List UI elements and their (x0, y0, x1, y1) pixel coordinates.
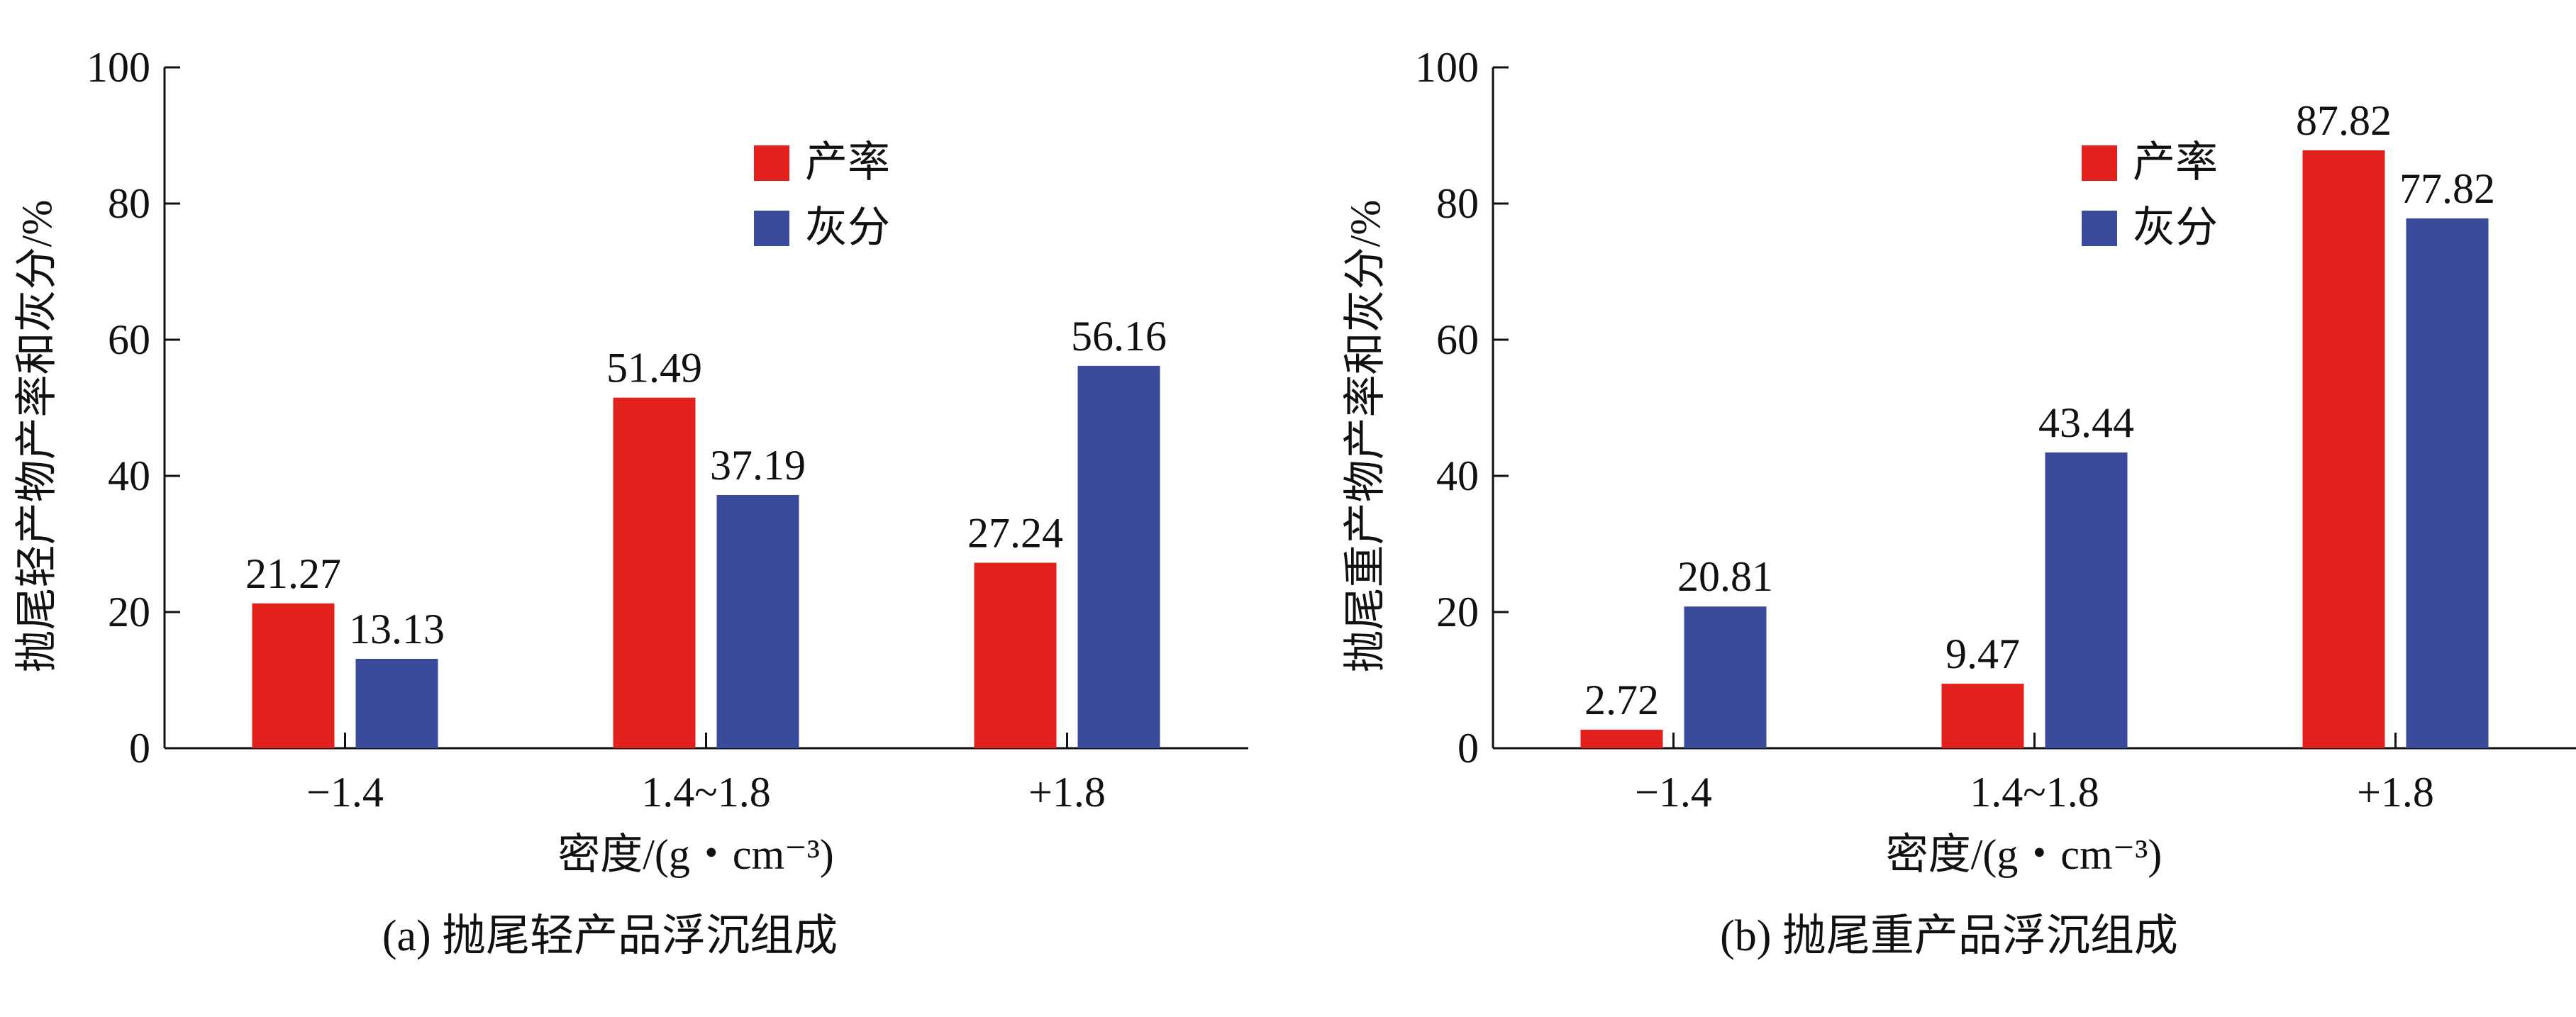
bar-yield (1941, 684, 2024, 748)
y-tick-label: 80 (108, 180, 150, 227)
legend-label: 灰分 (2133, 204, 2218, 251)
bar-ash (2406, 218, 2489, 749)
y-tick-label: 40 (108, 452, 150, 499)
legend-label: 灰分 (805, 204, 890, 251)
bar-ash (1077, 365, 1160, 748)
data-label: 37.19 (710, 442, 806, 489)
data-label: 21.27 (245, 550, 341, 597)
data-label: 43.44 (2038, 399, 2134, 446)
y-tick-label: 60 (1436, 316, 1479, 363)
legend-label: 产率 (805, 139, 890, 186)
x-axis-label: 密度/(g・cm⁻³) (557, 831, 834, 878)
data-label: 51.49 (606, 345, 702, 391)
data-label: 27.24 (967, 509, 1063, 556)
bar-yield (613, 397, 696, 748)
y-axis-label: 抛尾轻产物产率和灰分/% (13, 200, 60, 673)
y-tick-label: 100 (87, 44, 150, 91)
legend-swatch (2082, 211, 2117, 246)
x-tick-label: −1.4 (306, 769, 384, 816)
y-tick-label: 20 (1436, 589, 1479, 635)
bar-ash (355, 658, 438, 748)
bar-ash (2045, 452, 2128, 748)
y-axis-label: 抛尾重产物产率和灰分/% (1342, 200, 1389, 673)
legend-swatch (754, 211, 789, 246)
x-tick-label: −1.4 (1635, 769, 1712, 816)
x-tick-label: +1.8 (2357, 769, 2434, 816)
data-label: 87.82 (2296, 97, 2392, 144)
legend-label: 产率 (2133, 139, 2218, 186)
data-label: 2.72 (1584, 677, 1659, 723)
data-label: 77.82 (2399, 165, 2495, 212)
bar-yield (252, 603, 335, 748)
y-tick-label: 20 (108, 589, 150, 635)
y-tick-label: 40 (1436, 452, 1479, 499)
bar-yield (974, 562, 1057, 748)
figure-caption: (a) 抛尾轻产品浮沉组成 (382, 912, 838, 960)
legend-swatch (2082, 145, 2117, 181)
data-label: 20.81 (1677, 553, 1773, 600)
legend-swatch (754, 145, 789, 181)
data-label: 56.16 (1071, 313, 1167, 360)
y-tick-label: 100 (1415, 44, 1479, 91)
chart-b: 0 20 40 60 80 100 抛尾重产物产率和灰分/% −1.4 2.72 20.81 1.4… (1342, 44, 2576, 960)
y-tick-label: 0 (129, 725, 150, 772)
bar-yield (2302, 150, 2385, 749)
x-axis-label: 密度/(g・cm⁻³) (1886, 831, 2163, 878)
x-tick-label: +1.8 (1028, 769, 1106, 816)
y-tick-label: 60 (108, 316, 150, 363)
bar-ash (1684, 606, 1767, 748)
y-tick-label: 80 (1436, 180, 1479, 227)
data-label: 13.13 (349, 606, 445, 652)
x-tick-label: 1.4~1.8 (641, 769, 770, 816)
bar-ash (716, 494, 799, 748)
bar-yield (1580, 729, 1663, 748)
x-tick-label: 1.4~1.8 (1970, 769, 2099, 816)
figure-caption: (b) 抛尾重产品浮沉组成 (1720, 912, 2178, 960)
data-label: 9.47 (1945, 630, 2020, 677)
y-tick-label: 0 (1458, 725, 1479, 772)
